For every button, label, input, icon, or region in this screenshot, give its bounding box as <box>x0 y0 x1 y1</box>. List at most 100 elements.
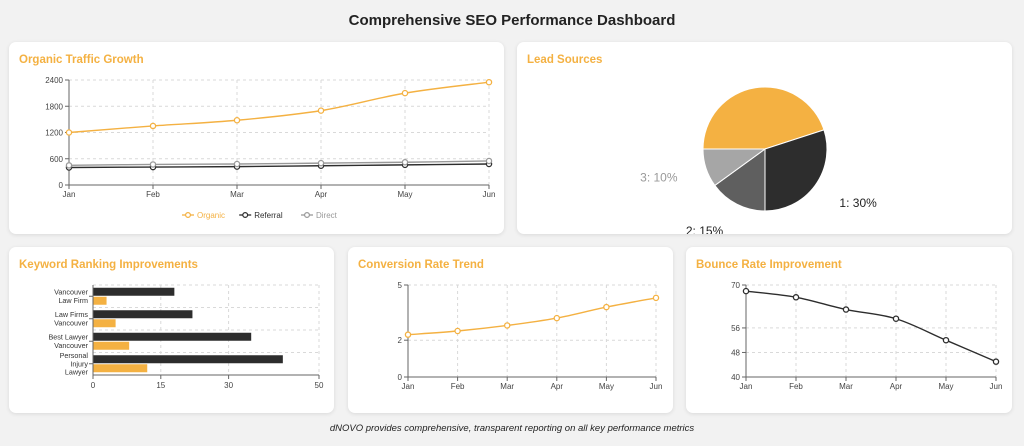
x-tick-label: May <box>599 382 614 391</box>
y-tick-label: 48 <box>731 348 740 357</box>
conversion-line <box>407 297 657 336</box>
direct-point <box>401 159 409 166</box>
bounce-rate-point <box>792 294 800 301</box>
lead-sources-title: Lead Sources <box>527 54 603 66</box>
bar-after <box>93 319 116 328</box>
y-tick-label: 56 <box>731 324 740 333</box>
conversion-point <box>553 314 561 322</box>
x-tick-label: Jun <box>650 382 663 391</box>
pie-label-2: 2: 15% <box>686 224 724 234</box>
x-tick-label: Jun <box>483 190 496 199</box>
conversion-point <box>454 327 461 335</box>
bar-before <box>93 332 252 341</box>
lead-sources-card: Lead Sources 1: 30% 2: 15% 3: 10% <box>517 42 1012 234</box>
x-tick-label: 30 <box>224 381 233 390</box>
x-tick-label: Feb <box>789 382 803 391</box>
keyword-ranking-title: Keyword Ranking Improvements <box>19 259 198 271</box>
keyword-ranking-card: Keyword Ranking Improvements 0 15 30 50 Vanc… <box>9 247 334 413</box>
bar-after <box>93 296 107 305</box>
conversion-rate-chart: 0 2 5 Jan Feb Mar Apr May Jun <box>398 281 663 391</box>
x-tick-label: Apr <box>551 382 564 391</box>
organic-point <box>317 107 325 114</box>
legend-label-organic: Organic <box>197 211 225 220</box>
legend-marker-organic <box>185 212 192 219</box>
bounce-rate-point <box>942 336 950 344</box>
x-tick-label: Mar <box>230 190 244 199</box>
conversion-rate-card: Conversion Rate Trend 0 2 5 Jan Feb Mar Apr May… <box>348 247 673 413</box>
y-tick-label: 0 <box>59 181 64 190</box>
y-tick-label: 5 <box>398 281 403 290</box>
category-label: Law Firms Vancouver <box>54 310 88 327</box>
direct-line <box>68 160 490 167</box>
pie-slice-2 <box>714 148 766 212</box>
x-tick-label: Mar <box>500 382 514 391</box>
x-tick-label: Jun <box>990 382 1003 391</box>
x-tick-label: 50 <box>315 381 324 390</box>
bar-after <box>93 364 148 373</box>
x-tick-label: 0 <box>91 381 96 390</box>
pie-label-3: 3: 10% <box>640 170 678 184</box>
category-label-line: Lawyer <box>65 368 89 377</box>
organic-traffic-title: Organic Traffic Growth <box>19 54 144 66</box>
category-label: Vancouver Law Firm <box>54 288 88 305</box>
organic-line <box>68 81 490 134</box>
x-tick-label: Feb <box>451 382 465 391</box>
direct-point <box>317 159 325 167</box>
bounce-rate-point <box>892 315 900 322</box>
y-tick-label: 2 <box>398 336 403 345</box>
y-tick-label: 40 <box>731 373 740 382</box>
x-tick-label: Mar <box>839 382 853 391</box>
organic-point <box>233 117 241 124</box>
x-tick-label: May <box>938 382 953 391</box>
bar-before <box>93 287 175 296</box>
x-tick-label: Apr <box>315 190 328 199</box>
x-tick-label: Jan <box>402 382 415 391</box>
organic-point <box>65 129 73 136</box>
category-label-line: Vancouver <box>54 318 88 327</box>
legend-marker-referral <box>242 212 249 219</box>
referral-line <box>68 163 490 169</box>
organic-point <box>485 78 493 86</box>
y-tick-label: 70 <box>731 281 740 290</box>
bounce-rate-title: Bounce Rate Improvement <box>696 259 842 271</box>
bar-before <box>93 355 283 364</box>
lead-sources-chart: 1: 30% 2: 15% 3: 10% <box>640 86 877 234</box>
direct-point <box>149 161 157 168</box>
category-label-line: Injury <box>70 359 88 368</box>
category-label-line: Law Firm <box>58 296 88 305</box>
legend-label-direct: Direct <box>316 211 338 220</box>
organic-traffic-card: Organic Traffic Growth 0 600 1200 1800 2400 J… <box>9 42 504 234</box>
category-label: Best Lawyer Vancouver <box>48 333 88 350</box>
organic-point <box>401 89 409 97</box>
category-label-line: Best Lawyer <box>48 333 88 342</box>
x-tick-label: Feb <box>146 190 160 199</box>
y-tick-label: 600 <box>50 155 64 164</box>
x-tick-label: Jan <box>63 190 76 199</box>
category-label: Personal Injury Lawyer <box>60 351 89 377</box>
y-tick-label: 1800 <box>45 102 63 111</box>
conversion-point <box>503 322 511 329</box>
bounce-rate-chart: 40 48 56 70 Jan Feb Mar Apr May Jun <box>731 281 1003 391</box>
bounce-rate-point <box>842 306 850 313</box>
bounce-rate-point <box>992 358 1000 365</box>
conversion-point <box>603 303 610 311</box>
y-tick-label: 0 <box>398 373 403 382</box>
pie-slice-3 <box>702 148 767 187</box>
conversion-point <box>652 294 660 302</box>
bar-after <box>93 341 130 350</box>
organic-point <box>149 122 157 130</box>
bounce-rate-line <box>745 290 997 363</box>
direct-point <box>233 160 241 168</box>
legend-marker-direct <box>304 212 311 219</box>
category-label-line: Law Firms <box>55 310 89 319</box>
x-tick-label: 15 <box>156 381 165 390</box>
category-label-line: Vancouver <box>54 288 88 297</box>
y-tick-label: 2400 <box>45 76 63 85</box>
legend-label-referral: Referral <box>254 211 283 220</box>
conversion-point <box>404 331 412 338</box>
conversion-rate-title: Conversion Rate Trend <box>358 259 484 271</box>
bounce-rate-card: Bounce Rate Improvement 40 48 56 70 Jan Feb Ma… <box>686 247 1012 413</box>
pie-label-1: 1: 30% <box>839 196 877 210</box>
direct-point <box>65 162 73 169</box>
